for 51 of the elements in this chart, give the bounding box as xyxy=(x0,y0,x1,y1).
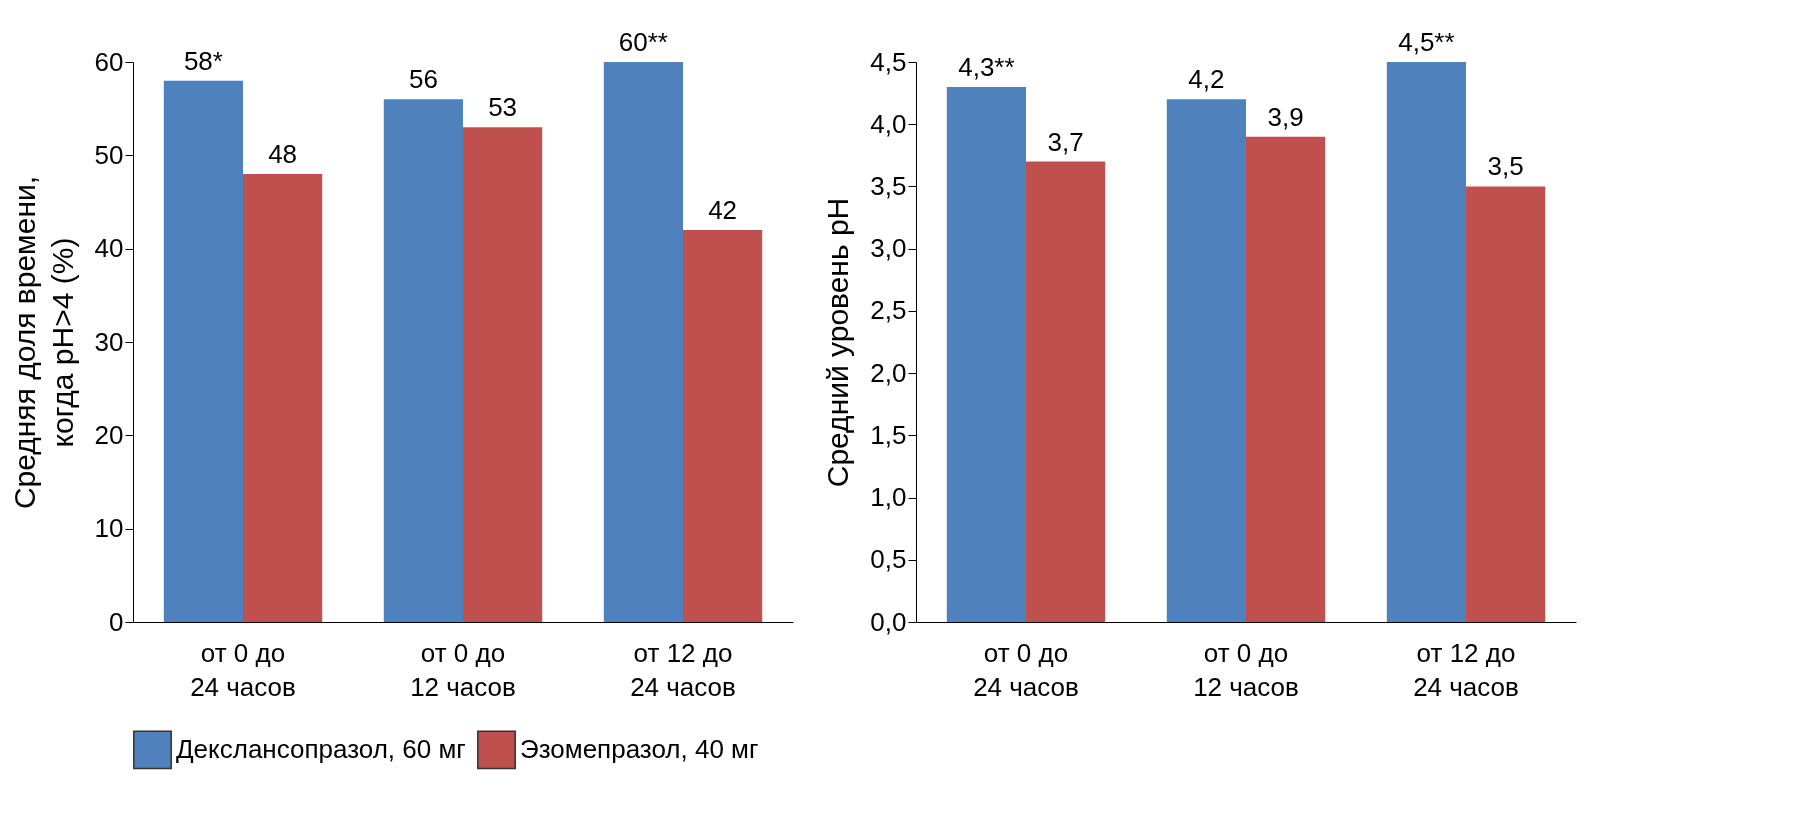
y-tick-label: 3,5 xyxy=(870,170,907,201)
data-label: 56 xyxy=(408,64,438,95)
bar xyxy=(243,174,323,622)
bar xyxy=(1246,136,1326,622)
bar xyxy=(163,80,243,622)
legend-label: Эзомепразол, 40 мг xyxy=(520,733,759,764)
legend-label: Декслансопразол, 60 мг xyxy=(176,733,466,764)
y-axis-title: Средняя доля времени, когда pH>4 (%) xyxy=(7,175,79,510)
data-label: 58* xyxy=(183,45,223,76)
y-tick-label: 40 xyxy=(94,233,124,264)
x-tick-label: от 0 до 12 часов xyxy=(410,637,516,702)
y-tick-label: 2,5 xyxy=(870,295,907,326)
y-tick-label: 50 xyxy=(94,139,124,170)
data-label: 4,2 xyxy=(1188,64,1225,95)
bar xyxy=(463,127,543,622)
data-label: 42 xyxy=(708,195,738,225)
y-tick-label: 0 xyxy=(109,606,124,637)
data-label: 4,5** xyxy=(1398,27,1455,57)
bar xyxy=(1466,186,1546,622)
y-tick-label: 2,0 xyxy=(870,357,907,388)
y-tick-label: 10 xyxy=(94,513,124,544)
y-tick-label: 20 xyxy=(94,419,124,450)
y-tick-label: 4,0 xyxy=(870,108,907,139)
data-label: 48 xyxy=(268,139,298,169)
bar xyxy=(383,99,463,622)
y-tick-label: 1,5 xyxy=(870,419,907,450)
data-label: 53 xyxy=(488,92,518,123)
bar xyxy=(946,86,1026,622)
x-tick-label: от 0 до 24 часов xyxy=(190,637,296,702)
y-axis-title: Средний уровень pH xyxy=(821,197,855,488)
y-tick-label: 3,0 xyxy=(870,233,907,264)
bar xyxy=(1166,99,1246,622)
bar xyxy=(1026,161,1106,622)
bar xyxy=(1386,62,1466,622)
bar xyxy=(683,230,763,622)
x-tick-label: от 12 до 24 часов xyxy=(1413,637,1519,702)
y-tick-label: 0,0 xyxy=(870,606,907,637)
data-label: 3,9 xyxy=(1267,101,1304,132)
data-label: 4,3** xyxy=(958,51,1015,82)
y-tick-label: 60 xyxy=(94,46,124,77)
bar xyxy=(603,62,683,622)
x-tick-label: от 12 до 24 часов xyxy=(630,637,736,702)
y-tick-label: 30 xyxy=(94,326,124,357)
x-tick-label: от 0 до 12 часов xyxy=(1193,637,1299,702)
data-label: 3,5 xyxy=(1487,151,1524,182)
y-tick-label: 4,5 xyxy=(870,46,907,77)
y-tick-label: 0,5 xyxy=(870,544,907,575)
data-label: 3,7 xyxy=(1047,126,1084,157)
y-tick-label: 1,0 xyxy=(870,482,907,513)
x-tick-label: от 0 до 24 часов xyxy=(973,637,1079,702)
data-label: 60** xyxy=(618,27,668,57)
